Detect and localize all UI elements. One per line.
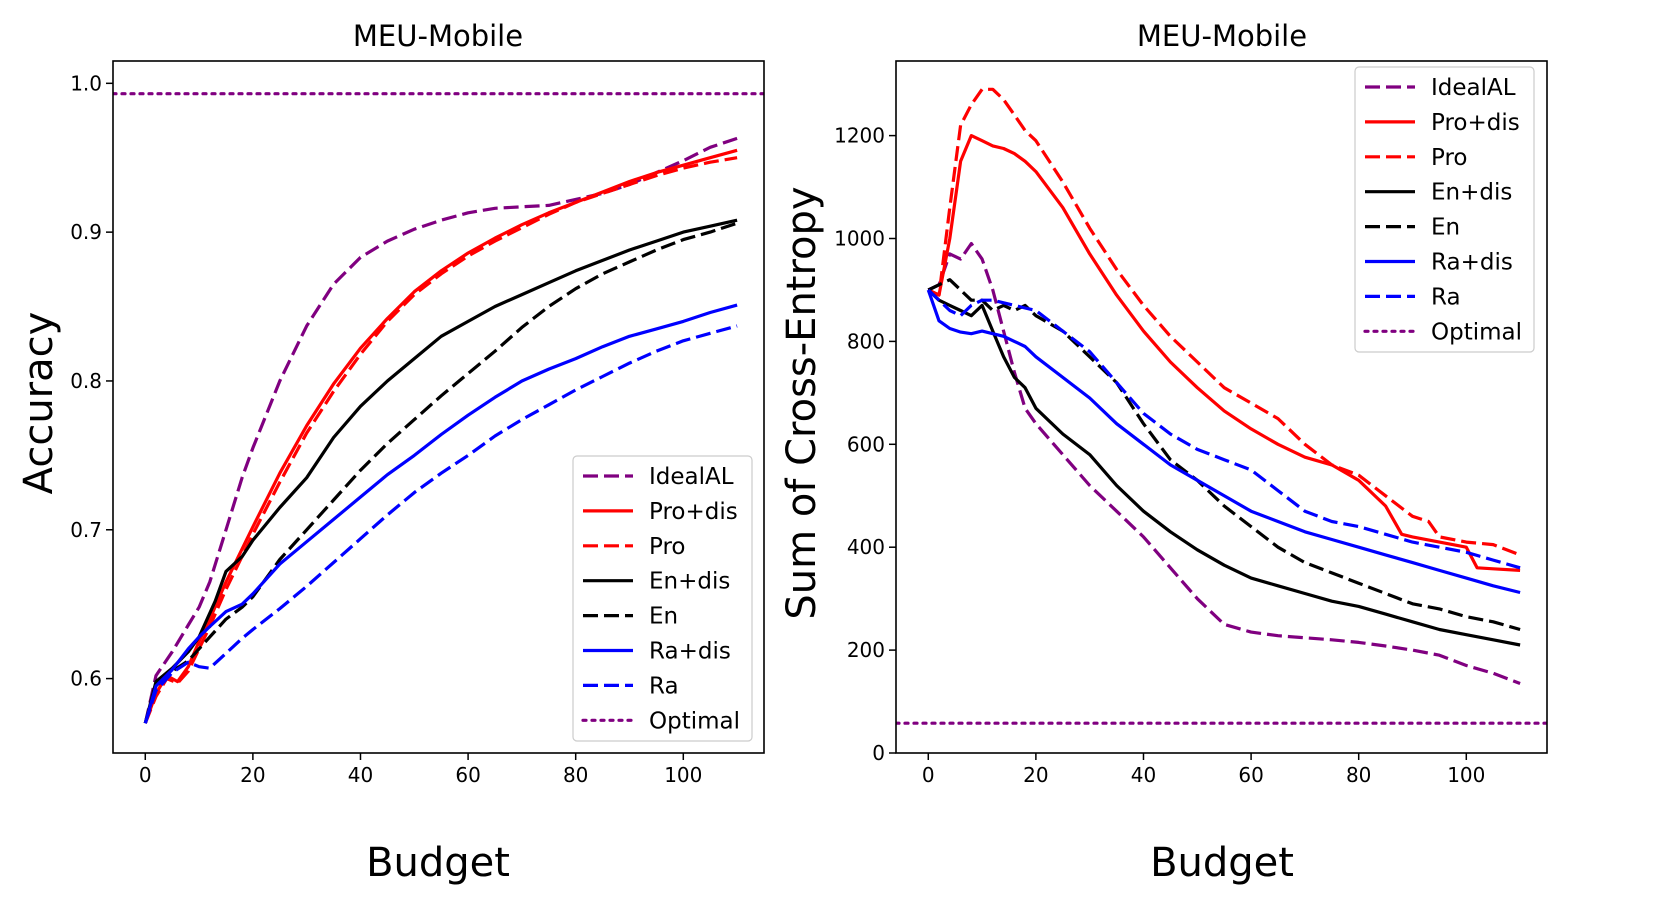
x-tick-label: 80 (563, 763, 588, 787)
legend-label-ra-dis: Ra+dis (649, 639, 731, 665)
y-tick-label: 200 (847, 638, 885, 662)
x-tick-label: 80 (1346, 763, 1371, 787)
legend-label-en-dis: En+dis (1431, 180, 1512, 206)
y-tick-label: 1200 (834, 124, 885, 148)
x-tick-label: 0 (922, 763, 935, 787)
y-tick-label: 600 (847, 432, 885, 456)
legend-label-pro-dis: Pro+dis (649, 499, 738, 525)
legend: IdealAL Pro+dis Pro En+dis En Ra+dis Ra Optimal (1354, 66, 1535, 353)
x-tick-label: 100 (1447, 763, 1485, 787)
accuracy-chart-xlabel: Budget (366, 840, 510, 886)
y-tick-label: 1.0 (70, 71, 102, 95)
x-tick-label: 0 (139, 763, 152, 787)
legend: IdealAL Pro+dis Pro En+dis En Ra+dis Ra Optimal (572, 455, 753, 742)
plot-area (113, 92, 764, 724)
legend-label-idealal: IdealAL (1431, 75, 1516, 101)
legend-box (572, 455, 753, 742)
legend-label-idealal: IdealAL (649, 464, 734, 490)
series-line-en (927, 278, 1521, 632)
y-tick-label: 0.9 (70, 220, 102, 244)
accuracy-chart: MEU-Mobile Budget Accuracy 0 20 40 60 80 100 0… (16, 19, 765, 886)
legend-label-ra: Ra (649, 673, 679, 699)
legend-label-optimal: Optimal (1431, 319, 1522, 345)
accuracy-chart-title: MEU-Mobile (353, 19, 523, 53)
legend-label-en: En (1431, 215, 1460, 241)
series-line-ra (927, 288, 1521, 570)
series-line-pro-dis (927, 134, 1521, 572)
axes-frame (112, 60, 765, 754)
cross-entropy-chart-ylabel: Sum of Cross-Entropy (779, 186, 825, 619)
y-tick-label: 0 (872, 741, 885, 765)
axes-frame (895, 60, 1548, 754)
legend-label-ra: Ra (1431, 284, 1461, 310)
series-line-en-dis (143, 218, 738, 724)
x-tick-label: 40 (1131, 763, 1156, 787)
series-line-pro (927, 87, 1521, 557)
series-line-idealal (927, 242, 1521, 685)
y-tick-label: 0.7 (70, 518, 102, 542)
legend-label-pro-dis: Pro+dis (1431, 110, 1520, 136)
legend-label-en: En (649, 604, 678, 630)
series-line-ra-dis (143, 303, 738, 724)
legend-label-pro: Pro (649, 534, 686, 560)
series-line-en-dis (927, 288, 1521, 647)
x-tick-label: 60 (1238, 763, 1263, 787)
x-tick-label: 20 (1023, 763, 1048, 787)
x-tick-label: 40 (348, 763, 373, 787)
series-line-idealal (143, 136, 738, 724)
y-tick-label: 0.8 (70, 369, 102, 393)
y-tick-label: 400 (847, 535, 885, 559)
accuracy-chart-ylabel: Accuracy (16, 312, 62, 495)
cross-entropy-chart: MEU-Mobile Budget Sum of Cross-Entropy 0… (779, 19, 1548, 886)
x-tick-label: 20 (240, 763, 265, 787)
x-tick-label: 60 (455, 763, 480, 787)
series-line-ra (143, 324, 738, 724)
y-tick-label: 1000 (834, 227, 885, 251)
y-tick-label: 800 (847, 329, 885, 353)
legend-label-ra-dis: Ra+dis (1431, 250, 1513, 276)
series-line-pro (143, 156, 738, 724)
cross-entropy-chart-xlabel: Budget (1150, 840, 1294, 886)
cross-entropy-chart-title: MEU-Mobile (1137, 19, 1307, 53)
legend-label-en-dis: En+dis (649, 569, 730, 595)
plot-area (896, 87, 1547, 725)
legend-label-optimal: Optimal (649, 708, 740, 734)
series-line-ra-dis (926, 289, 1521, 595)
y-tick-label: 0.6 (70, 667, 102, 691)
x-tick-label: 100 (664, 763, 702, 787)
legend-box (1354, 66, 1535, 353)
legend-label-pro: Pro (1431, 145, 1468, 171)
